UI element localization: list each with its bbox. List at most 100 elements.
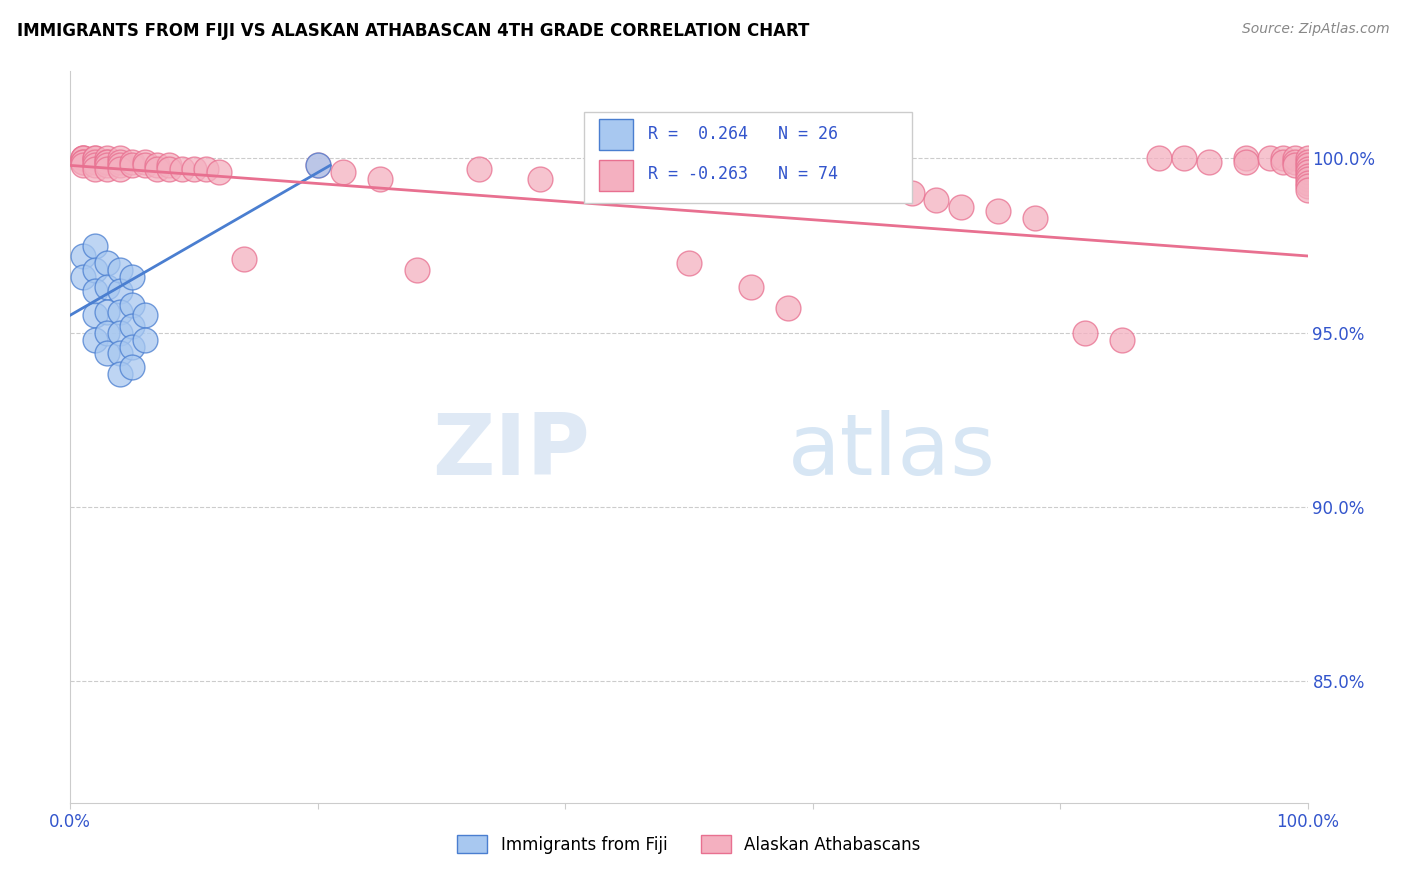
Point <box>96 304 118 318</box>
Point <box>72 158 94 172</box>
Point <box>1024 211 1046 225</box>
Point <box>96 326 118 340</box>
Point <box>1198 155 1220 169</box>
Point <box>1296 183 1319 197</box>
Point <box>121 158 143 172</box>
Point <box>96 158 118 172</box>
Point <box>863 179 886 194</box>
Point <box>1296 152 1319 166</box>
Point <box>467 161 489 176</box>
Point <box>1234 155 1257 169</box>
Point <box>96 155 118 169</box>
Point <box>208 165 231 179</box>
Point <box>616 176 638 190</box>
Point <box>108 304 131 318</box>
Point <box>84 152 107 166</box>
Point <box>529 172 551 186</box>
Point <box>121 360 143 375</box>
Text: Source: ZipAtlas.com: Source: ZipAtlas.com <box>1241 22 1389 37</box>
Point <box>1234 152 1257 166</box>
Point <box>195 161 218 176</box>
Point <box>96 280 118 294</box>
Point <box>170 161 193 176</box>
Point <box>1296 169 1319 183</box>
Point <box>1147 152 1170 166</box>
FancyBboxPatch shape <box>599 160 633 191</box>
Point <box>740 280 762 294</box>
Point <box>1296 158 1319 172</box>
Point <box>307 158 329 172</box>
Point <box>108 158 131 172</box>
Point <box>96 161 118 176</box>
Point <box>776 301 799 316</box>
Point <box>157 161 180 176</box>
Point <box>1296 161 1319 176</box>
Point <box>678 256 700 270</box>
Text: atlas: atlas <box>787 410 995 493</box>
Point <box>1296 165 1319 179</box>
Text: R = -0.263   N = 74: R = -0.263 N = 74 <box>648 166 838 184</box>
Point <box>368 172 391 186</box>
Point <box>1260 152 1282 166</box>
Point <box>183 161 205 176</box>
Point <box>108 368 131 382</box>
Text: R =  0.264   N = 26: R = 0.264 N = 26 <box>648 125 838 143</box>
Point <box>121 155 143 169</box>
Point <box>108 152 131 166</box>
Point <box>108 161 131 176</box>
Point <box>84 161 107 176</box>
Point <box>84 155 107 169</box>
FancyBboxPatch shape <box>599 119 633 150</box>
Point <box>1173 152 1195 166</box>
Point <box>987 203 1010 218</box>
Point <box>84 263 107 277</box>
Point <box>1074 326 1097 340</box>
Point <box>134 158 156 172</box>
Point <box>134 333 156 347</box>
Point <box>96 155 118 169</box>
Point <box>121 269 143 284</box>
Point <box>307 158 329 172</box>
Point <box>900 186 922 201</box>
Point <box>84 152 107 166</box>
Point <box>950 200 973 214</box>
Point <box>1111 333 1133 347</box>
Point <box>96 346 118 360</box>
Point <box>84 284 107 298</box>
Point <box>134 308 156 322</box>
Point <box>96 152 118 166</box>
Point <box>108 284 131 298</box>
Point <box>232 252 254 267</box>
Point <box>1296 172 1319 186</box>
Point <box>121 298 143 312</box>
Point <box>332 165 354 179</box>
Point <box>1284 155 1306 169</box>
Point <box>121 339 143 353</box>
Point <box>405 263 427 277</box>
Point <box>72 155 94 169</box>
Point <box>1284 158 1306 172</box>
Point <box>84 158 107 172</box>
Text: IMMIGRANTS FROM FIJI VS ALASKAN ATHABASCAN 4TH GRADE CORRELATION CHART: IMMIGRANTS FROM FIJI VS ALASKAN ATHABASC… <box>17 22 810 40</box>
Point <box>1296 176 1319 190</box>
Point <box>72 152 94 166</box>
Point <box>1296 155 1319 169</box>
Point <box>146 161 169 176</box>
Point <box>1271 155 1294 169</box>
Point <box>72 152 94 166</box>
Point <box>146 158 169 172</box>
Point <box>827 176 849 190</box>
Text: ZIP: ZIP <box>432 410 591 493</box>
Legend: Immigrants from Fiji, Alaskan Athabascans: Immigrants from Fiji, Alaskan Athabascan… <box>451 829 927 860</box>
Point <box>72 152 94 166</box>
Point <box>1284 152 1306 166</box>
Point <box>925 193 948 207</box>
Point <box>84 238 107 252</box>
Point <box>72 269 94 284</box>
Point <box>72 155 94 169</box>
Point <box>157 158 180 172</box>
Point <box>108 326 131 340</box>
Point <box>108 346 131 360</box>
Point <box>72 249 94 263</box>
Point <box>801 169 824 183</box>
